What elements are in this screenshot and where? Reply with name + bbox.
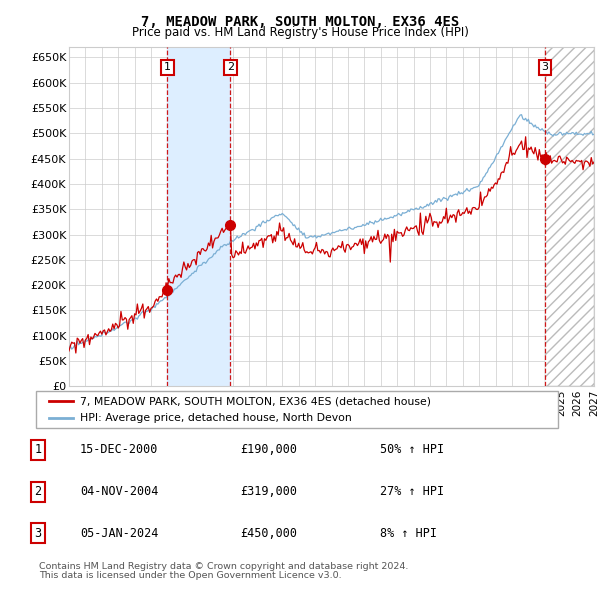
- Text: 7, MEADOW PARK, SOUTH MOLTON, EX36 4ES (detached house): 7, MEADOW PARK, SOUTH MOLTON, EX36 4ES (…: [80, 396, 431, 406]
- Text: 3: 3: [541, 63, 548, 73]
- Text: 1: 1: [34, 443, 41, 456]
- Text: This data is licensed under the Open Government Licence v3.0.: This data is licensed under the Open Gov…: [39, 571, 341, 580]
- Bar: [167, 47, 230, 386]
- Text: Price paid vs. HM Land Registry's House Price Index (HPI): Price paid vs. HM Land Registry's House …: [131, 26, 469, 39]
- Text: 7, MEADOW PARK, SOUTH MOLTON, EX36 4ES: 7, MEADOW PARK, SOUTH MOLTON, EX36 4ES: [141, 15, 459, 29]
- Text: 15-DEC-2000: 15-DEC-2000: [80, 443, 158, 456]
- Text: 50% ↑ HPI: 50% ↑ HPI: [380, 443, 444, 456]
- Text: £450,000: £450,000: [240, 527, 297, 540]
- Text: Contains HM Land Registry data © Crown copyright and database right 2024.: Contains HM Land Registry data © Crown c…: [39, 562, 409, 571]
- Text: 2: 2: [227, 63, 234, 73]
- Text: £190,000: £190,000: [240, 443, 297, 456]
- Text: 05-JAN-2024: 05-JAN-2024: [80, 527, 158, 540]
- Bar: [545, 47, 594, 386]
- Text: 3: 3: [34, 527, 41, 540]
- Text: 27% ↑ HPI: 27% ↑ HPI: [380, 485, 444, 498]
- Text: 1: 1: [164, 63, 171, 73]
- Text: HPI: Average price, detached house, North Devon: HPI: Average price, detached house, Nort…: [80, 413, 352, 423]
- Text: 2: 2: [34, 485, 41, 498]
- Text: 04-NOV-2004: 04-NOV-2004: [80, 485, 158, 498]
- Text: 8% ↑ HPI: 8% ↑ HPI: [380, 527, 437, 540]
- Text: £319,000: £319,000: [240, 485, 297, 498]
